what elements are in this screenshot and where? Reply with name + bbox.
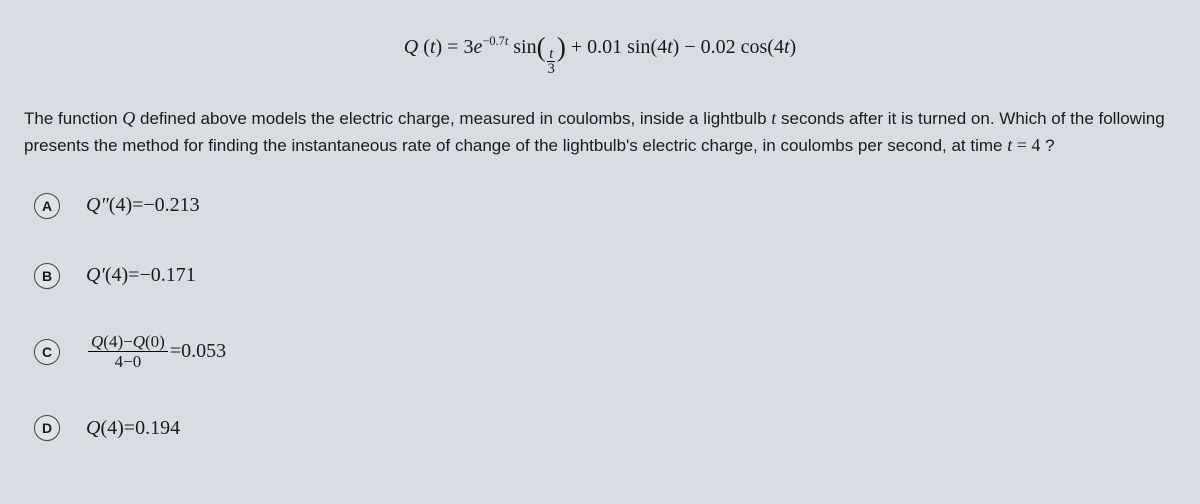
option-c-math: Q(4)−Q(0) 4−0 = 0.053 [86, 333, 226, 372]
eq-func: Q [404, 36, 418, 58]
option-b[interactable]: B Q′(4) = −0.171 [34, 263, 1176, 289]
option-d-math: Q (4) = 0.194 [86, 417, 180, 440]
question-equation: Q (t) = 3e−0.7−0.7tt sin(t3) + 0.01 sin(… [24, 32, 1176, 77]
option-marker-c: C [34, 339, 60, 365]
option-a-math: Q″(4) = −0.213 [86, 194, 200, 217]
option-d[interactable]: D Q (4) = 0.194 [34, 415, 1176, 441]
option-marker-d: D [34, 415, 60, 441]
option-marker-b: B [34, 263, 60, 289]
option-c[interactable]: C Q(4)−Q(0) 4−0 = 0.053 [34, 333, 1176, 372]
answer-options: A Q″(4) = −0.213 B Q′(4) = −0.171 C Q(4)… [24, 193, 1176, 442]
option-marker-a: A [34, 193, 60, 219]
option-b-math: Q′(4) = −0.171 [86, 264, 196, 287]
question-prompt: The function Q defined above models the … [24, 105, 1176, 159]
option-a[interactable]: A Q″(4) = −0.213 [34, 193, 1176, 219]
